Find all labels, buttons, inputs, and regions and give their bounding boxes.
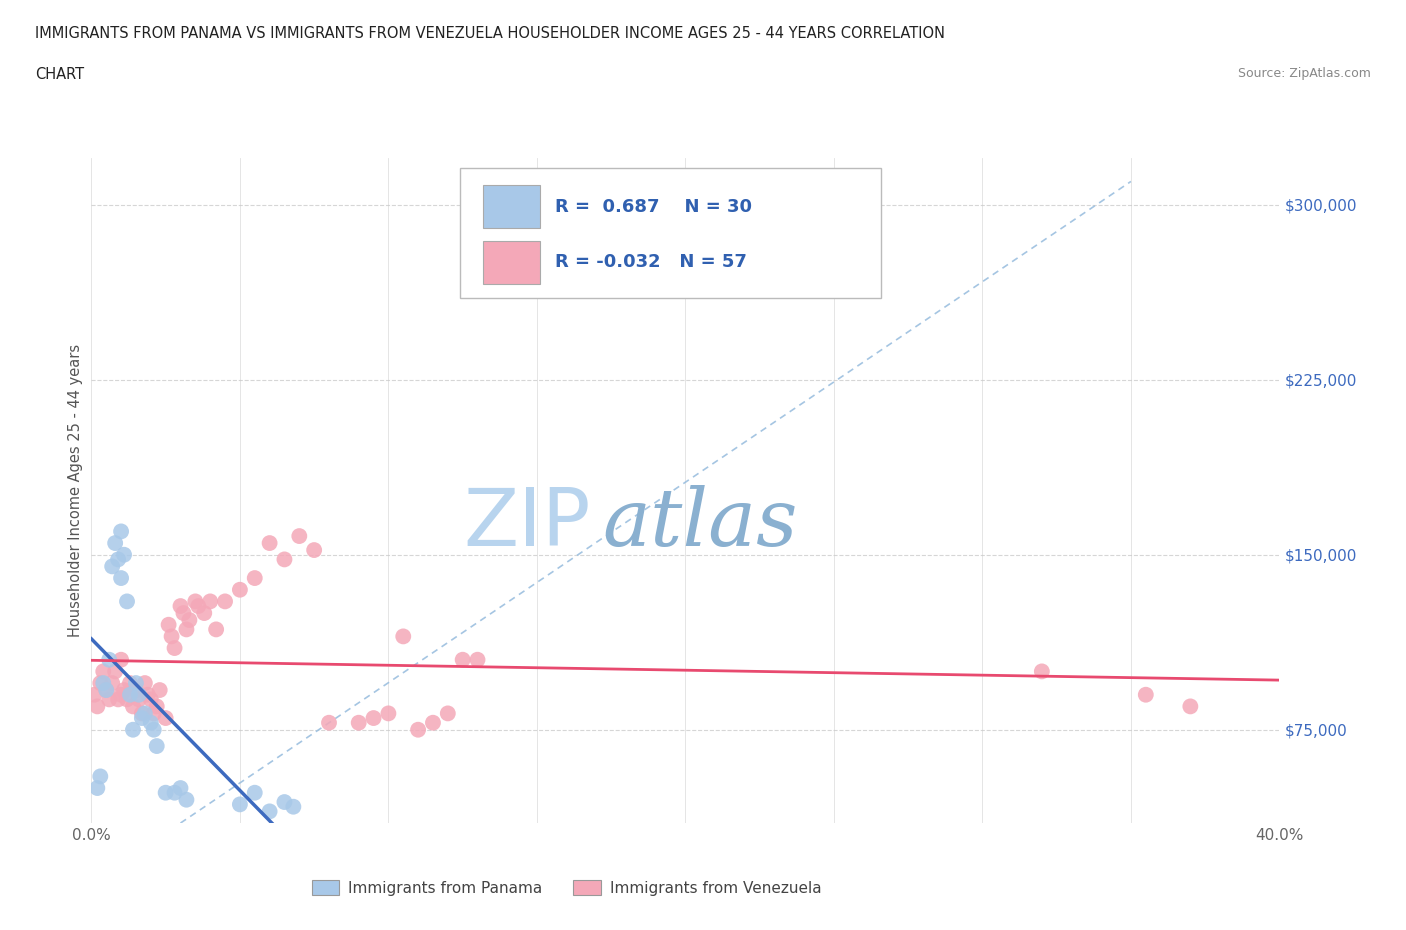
Point — [347, 715, 370, 730]
Point — [112, 547, 135, 562]
Text: R =  0.687    N = 30: R = 0.687 N = 30 — [555, 198, 752, 216]
Point — [302, 542, 325, 557]
Point — [122, 723, 145, 737]
Legend: Immigrants from Panama, Immigrants from Venezuela: Immigrants from Panama, Immigrants from … — [305, 874, 828, 902]
Point — [155, 711, 177, 725]
Point — [115, 594, 138, 609]
Point — [131, 711, 153, 725]
Point — [184, 594, 207, 609]
Point — [259, 804, 281, 818]
Text: R = -0.032   N = 57: R = -0.032 N = 57 — [555, 254, 747, 272]
Point — [122, 699, 145, 714]
Point — [187, 599, 209, 614]
Point — [131, 706, 153, 721]
Point — [115, 692, 138, 707]
Point — [163, 785, 186, 800]
Bar — [484, 185, 540, 228]
Point — [406, 723, 429, 737]
Point — [91, 664, 114, 679]
Point — [98, 652, 121, 667]
Point — [128, 692, 150, 707]
Point — [243, 785, 266, 800]
Point — [139, 715, 162, 730]
FancyBboxPatch shape — [460, 168, 882, 298]
Point — [1031, 664, 1053, 679]
Text: Source: ZipAtlas.com: Source: ZipAtlas.com — [1237, 67, 1371, 80]
Point — [125, 683, 148, 698]
Point — [145, 699, 167, 714]
Point — [110, 524, 132, 538]
Point — [205, 622, 228, 637]
Point — [128, 687, 150, 702]
Point — [104, 664, 127, 679]
Point — [193, 605, 215, 620]
Point — [288, 528, 311, 543]
Point — [422, 715, 444, 730]
Point — [107, 552, 129, 567]
Point — [229, 582, 252, 597]
Point — [118, 687, 141, 702]
Point — [134, 675, 156, 690]
Point — [1135, 687, 1157, 702]
Point — [157, 618, 180, 632]
Point — [160, 629, 183, 644]
Point — [134, 706, 156, 721]
Point — [142, 706, 165, 721]
Point — [259, 536, 281, 551]
Point — [377, 706, 399, 721]
Text: IMMIGRANTS FROM PANAMA VS IMMIGRANTS FROM VENEZUELA HOUSEHOLDER INCOME AGES 25 -: IMMIGRANTS FROM PANAMA VS IMMIGRANTS FRO… — [35, 26, 945, 41]
Point — [363, 711, 385, 725]
Point — [118, 675, 141, 690]
Point — [273, 794, 295, 809]
Point — [176, 622, 198, 637]
Point — [139, 692, 162, 707]
Point — [169, 780, 191, 795]
Point — [163, 641, 186, 656]
Point — [200, 594, 222, 609]
Point — [467, 652, 489, 667]
Point — [110, 571, 132, 586]
Point — [96, 683, 118, 698]
Point — [125, 675, 148, 690]
Point — [172, 605, 194, 620]
Text: ZIP: ZIP — [463, 485, 591, 563]
Point — [86, 699, 108, 714]
Point — [243, 571, 266, 586]
Point — [176, 792, 198, 807]
Point — [283, 799, 305, 814]
Point — [96, 683, 118, 698]
Point — [112, 683, 135, 698]
Point — [98, 692, 121, 707]
Point — [451, 652, 474, 667]
Point — [149, 683, 172, 698]
Text: CHART: CHART — [35, 67, 84, 82]
Point — [179, 613, 201, 628]
Point — [110, 687, 132, 702]
Point — [1180, 699, 1202, 714]
Point — [110, 652, 132, 667]
Point — [86, 780, 108, 795]
Point — [89, 675, 111, 690]
Point — [101, 559, 124, 574]
Point — [392, 629, 415, 644]
Point — [83, 687, 105, 702]
Point — [273, 552, 295, 567]
Text: atlas: atlas — [602, 485, 797, 563]
Point — [436, 706, 458, 721]
Point — [107, 692, 129, 707]
Point — [104, 536, 127, 551]
Point — [142, 723, 165, 737]
Point — [318, 715, 340, 730]
Bar — [484, 241, 540, 285]
Point — [101, 675, 124, 690]
Point — [136, 687, 159, 702]
Point — [91, 675, 114, 690]
Point — [214, 594, 236, 609]
Point — [229, 797, 252, 812]
Point — [155, 785, 177, 800]
Point — [169, 599, 191, 614]
Point — [145, 738, 167, 753]
Point — [89, 769, 111, 784]
Y-axis label: Householder Income Ages 25 - 44 years: Householder Income Ages 25 - 44 years — [67, 344, 83, 637]
